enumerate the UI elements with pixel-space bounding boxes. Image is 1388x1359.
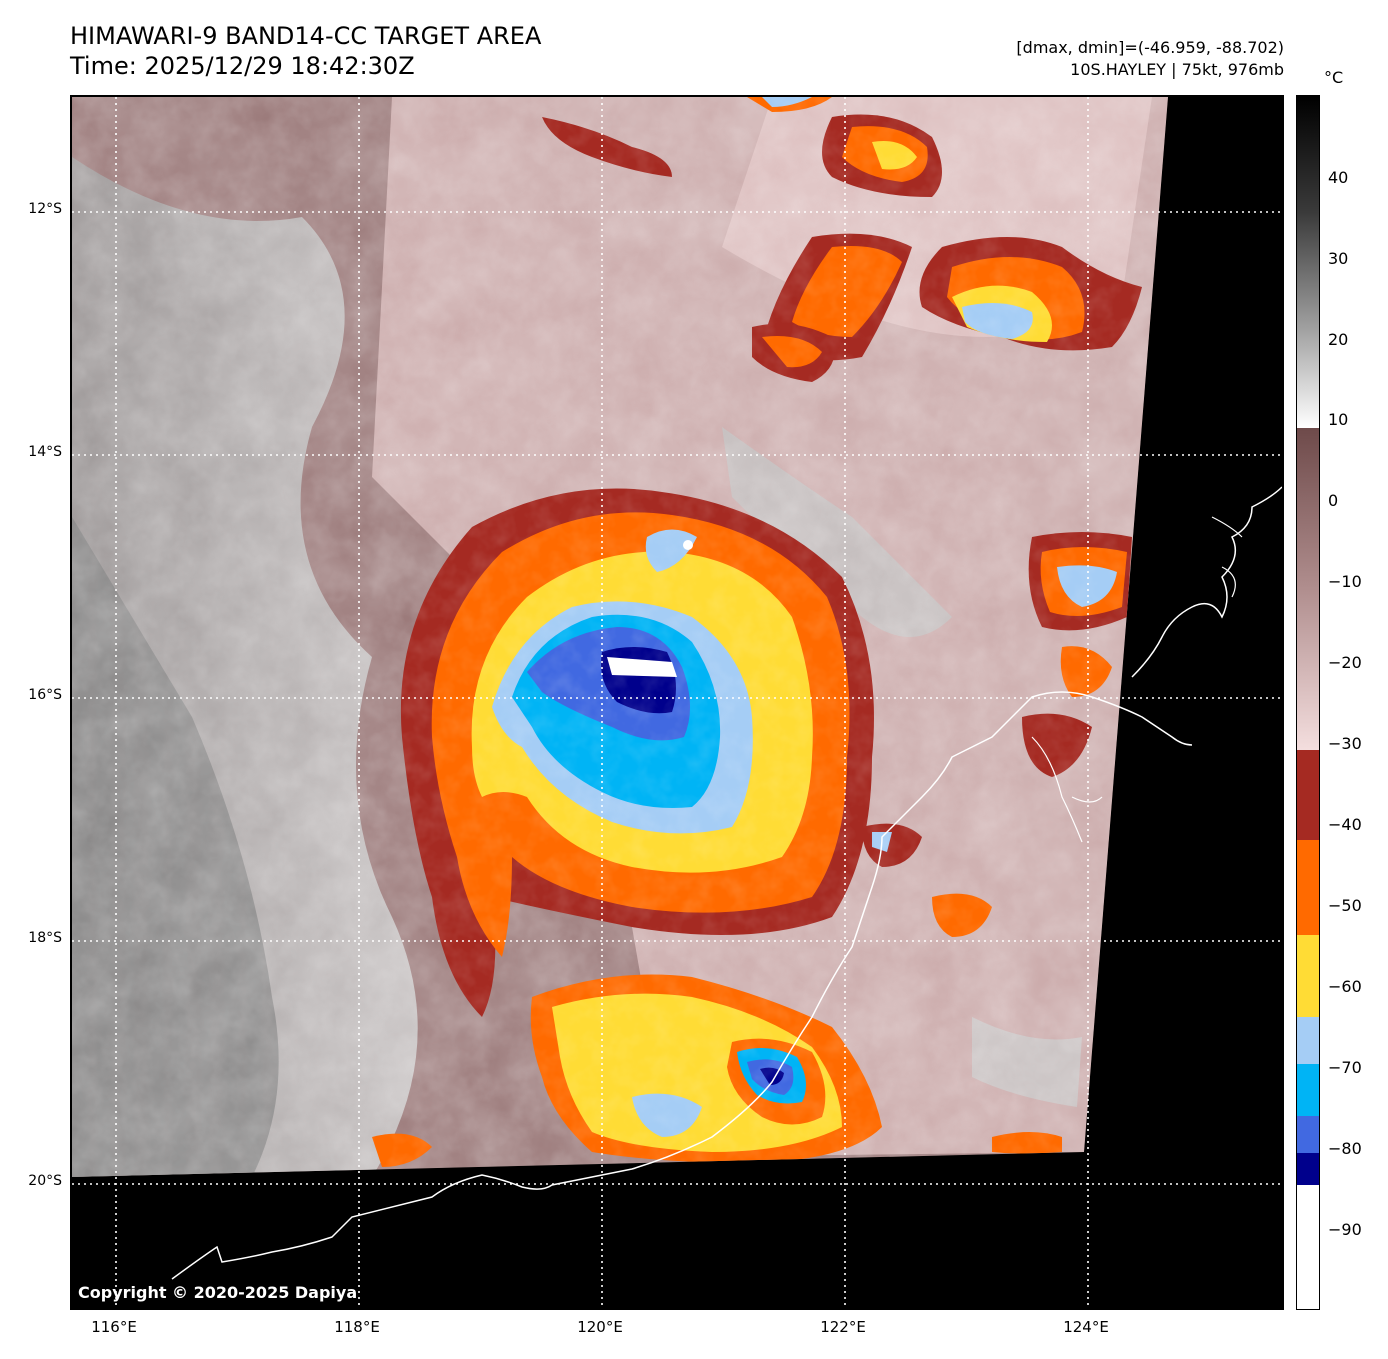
lon-label-122e: 122°E	[820, 1318, 866, 1336]
lat-label-12s: 12°S	[28, 201, 62, 217]
colorbar-tick-30: 30	[1328, 249, 1349, 268]
colorbar-tick-neg60: −60	[1328, 977, 1362, 996]
copyright-text: Copyright © 2020-2025 Dapiya	[78, 1283, 358, 1302]
colorbar-tick-40: 40	[1328, 168, 1349, 187]
title-line1: HIMAWARI-9 BAND14-CC TARGET AREA	[70, 22, 542, 50]
storm-info: 10S.HAYLEY | 75kt, 976mb	[1070, 60, 1284, 79]
colorbar-tick-neg40: −40	[1328, 815, 1362, 834]
colorbar-tick-neg70: −70	[1328, 1058, 1362, 1077]
colorbar-tick-neg20: −20	[1328, 653, 1362, 672]
colorbar-tick-0: 0	[1328, 491, 1339, 510]
colorbar-tick-10: 10	[1328, 410, 1349, 429]
colorbar-tick-neg80: −80	[1328, 1139, 1362, 1158]
satellite-map: Copyright © 2020-2025 Dapiya	[70, 95, 1284, 1310]
colorbar-gradient	[1297, 96, 1319, 1309]
lat-label-16s: 16°S	[28, 687, 62, 703]
lon-label-120e: 120°E	[577, 1318, 623, 1336]
colorbar-tick-20: 20	[1328, 330, 1349, 349]
imagery-swath	[72, 97, 1168, 1177]
graticule	[72, 97, 1282, 1308]
lon-label-124e: 124°E	[1063, 1318, 1109, 1336]
lon-label-118e: 118°E	[334, 1318, 380, 1336]
lat-label-18s: 18°S	[28, 930, 62, 946]
coastline	[171, 486, 1282, 1280]
lat-label-14s: 14°S	[28, 444, 62, 460]
dminmax-text: [dmax, dmin]=(-46.959, -88.702)	[1016, 38, 1284, 57]
colorbar-tick-neg90: −90	[1328, 1220, 1362, 1239]
colorbar-tick-neg10: −10	[1328, 572, 1362, 591]
lon-label-116e: 116°E	[91, 1318, 137, 1336]
colorbar-tick-neg50: −50	[1328, 896, 1362, 915]
coastline-islands	[1031, 516, 1243, 843]
title-line2: Time: 2025/12/29 18:42:30Z	[70, 52, 415, 80]
colorbar-tick-neg30: −30	[1328, 734, 1362, 753]
colorbar-unit: °C	[1324, 68, 1344, 87]
map-image	[72, 97, 1282, 1308]
lat-label-20s: 20°S	[28, 1173, 62, 1189]
colorbar	[1296, 95, 1320, 1310]
